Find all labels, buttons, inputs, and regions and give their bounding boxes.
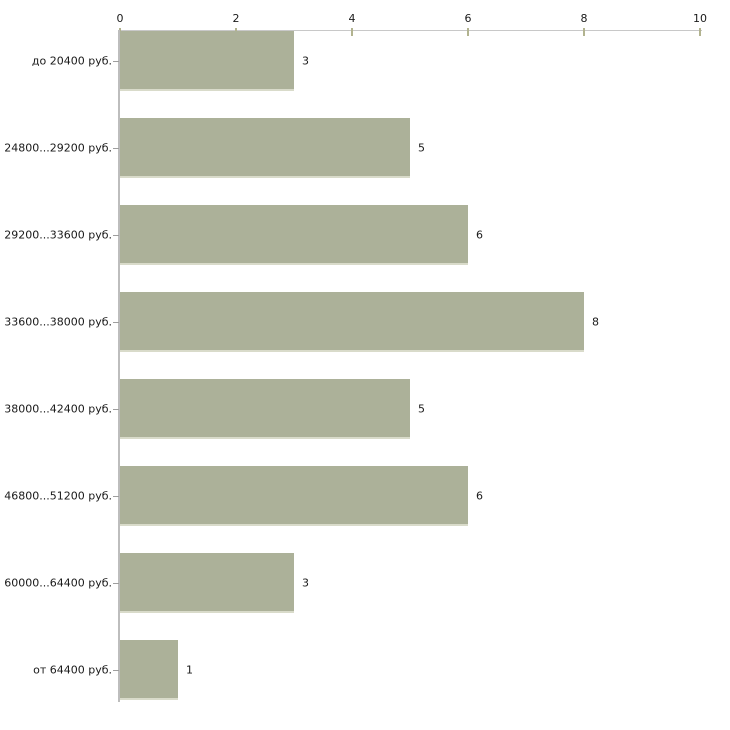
- value-label: 3: [302, 576, 309, 590]
- category-tick-mark: [113, 670, 119, 671]
- x-tick-label: 6: [464, 12, 472, 25]
- bar: [120, 466, 468, 526]
- bar: [120, 379, 410, 439]
- category-tick-mark: [113, 583, 119, 584]
- x-tick-label: 4: [348, 12, 356, 25]
- category-label: 33600...38000 руб.: [4, 315, 112, 329]
- category-label: до 20400 руб.: [31, 54, 112, 68]
- y-axis-line: [118, 30, 120, 702]
- x-axis-line: [120, 30, 702, 31]
- x-tick-label: 0: [116, 12, 124, 25]
- bar: [120, 553, 294, 613]
- value-label: 5: [418, 141, 425, 155]
- x-tick-label: 10: [693, 12, 707, 25]
- value-label: 3: [302, 54, 309, 68]
- category-tick-mark: [113, 148, 119, 149]
- x-tick-mark: [583, 28, 585, 36]
- bar: [120, 292, 584, 352]
- bar: [120, 31, 294, 91]
- bar: [120, 118, 410, 178]
- category-tick-mark: [113, 496, 119, 497]
- value-label: 1: [186, 663, 193, 677]
- bar: [120, 205, 468, 265]
- value-label: 5: [418, 402, 425, 416]
- category-label: 29200...33600 руб.: [4, 228, 112, 242]
- category-label: 24800...29200 руб.: [4, 141, 112, 155]
- category-tick-mark: [113, 61, 119, 62]
- category-label: 46800...51200 руб.: [4, 489, 112, 503]
- value-label: 8: [592, 315, 599, 329]
- value-label: 6: [476, 489, 483, 503]
- x-tick-label: 2: [232, 12, 240, 25]
- value-label: 6: [476, 228, 483, 242]
- category-tick-mark: [113, 409, 119, 410]
- x-tick-mark: [699, 28, 701, 36]
- category-tick-mark: [113, 322, 119, 323]
- x-tick-label: 8: [580, 12, 588, 25]
- category-label: 60000...64400 руб.: [4, 576, 112, 590]
- bar: [120, 640, 178, 700]
- category-label: 38000...42400 руб.: [4, 402, 112, 416]
- x-tick-mark: [467, 28, 469, 36]
- category-tick-mark: [113, 235, 119, 236]
- category-label: от 64400 руб.: [33, 663, 112, 677]
- x-tick-mark: [351, 28, 353, 36]
